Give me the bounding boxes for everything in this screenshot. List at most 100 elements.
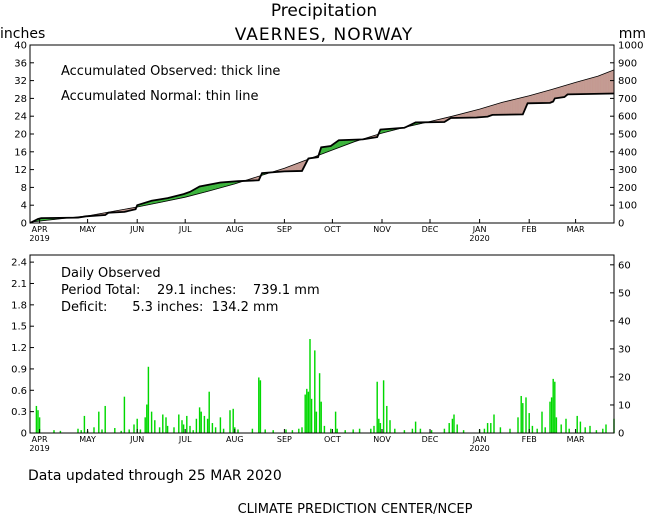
daily-bar	[173, 427, 175, 433]
y-tick-label: 0	[21, 219, 27, 230]
daily-bar	[589, 425, 591, 433]
daily-bar	[358, 428, 361, 433]
difference-fill-segment	[533, 93, 536, 104]
difference-fill-segment	[573, 82, 576, 95]
difference-fill-segment	[610, 70, 613, 94]
daily-bar	[323, 425, 326, 433]
daily-bar	[272, 430, 274, 433]
difference-fill-segment	[511, 99, 514, 115]
y-tick-label: 1.8	[11, 300, 27, 311]
daily-bar	[595, 430, 598, 433]
y-tick-label: 1.2	[11, 343, 27, 354]
daily-bar	[304, 394, 306, 433]
difference-fill-segment	[487, 105, 490, 117]
difference-fill-segment	[535, 93, 538, 104]
y-tick-label: 1.5	[11, 322, 27, 333]
difference-fill-segment	[588, 78, 591, 95]
daily-bar	[114, 428, 116, 433]
difference-fill-segment	[540, 91, 543, 104]
difference-fill-segment	[509, 99, 512, 115]
difference-fill-segment	[517, 97, 520, 115]
daily-bar	[336, 428, 338, 433]
daily-bar	[192, 430, 194, 433]
difference-fill-segment	[295, 163, 298, 172]
top-x-tick-label: JUN	[129, 225, 144, 234]
chart-title: Precipitation	[271, 1, 377, 21]
difference-fill-segment	[481, 107, 483, 118]
y-right-tick-label: 40	[618, 316, 631, 327]
y-right-tick-label: 10	[618, 400, 631, 411]
credit-line: CLIMATE PREDICTION CENTER/NCEP	[238, 502, 473, 517]
bottom-x-tick-label: JUL	[178, 435, 192, 444]
difference-fill-segment	[557, 86, 560, 99]
deficit-stat: Deficit: 5.3 inches: 134.2 mm	[61, 300, 278, 315]
bottom-year-label: 2020	[469, 444, 489, 453]
daily-bar	[394, 428, 396, 433]
daily-bar	[382, 380, 385, 433]
difference-fill-segment	[469, 110, 472, 118]
difference-fill-segment	[585, 79, 587, 95]
difference-fill-segment	[292, 164, 295, 172]
daily-bar	[38, 417, 41, 433]
y-right-tick-label: 0	[618, 219, 624, 230]
daily-bar	[200, 411, 202, 433]
daily-bar	[208, 391, 210, 433]
chart-subtitle: VAERNES, NORWAY	[235, 25, 414, 45]
daily-bar	[195, 418, 198, 433]
difference-fill-segment	[501, 101, 504, 115]
difference-fill-segment	[338, 139, 341, 148]
bottom-x-tick-label: OCT	[324, 435, 341, 444]
daily-bar	[334, 411, 337, 433]
daily-observed-title: Daily Observed	[61, 266, 161, 281]
y-right-tick-label: 0	[618, 429, 624, 440]
daily-bar	[453, 414, 455, 433]
y-right-tick-label: 200	[618, 183, 637, 194]
bottom-year-label: 2019	[29, 444, 49, 453]
period-total-stat: Period Total: 29.1 inches: 739.1 mm	[61, 283, 320, 298]
daily-bar	[162, 414, 164, 433]
top-x-tick-label: AUG	[226, 225, 244, 234]
top-x-tick-label: MAR	[567, 225, 585, 234]
daily-bar	[181, 420, 183, 433]
daily-bar	[520, 395, 522, 433]
difference-fill-segment	[589, 77, 592, 95]
daily-bar	[318, 373, 321, 433]
daily-bar	[133, 424, 135, 433]
difference-fill-segment	[569, 83, 571, 95]
bottom-x-tick-label: SEP	[277, 435, 292, 444]
daily-bar	[165, 417, 167, 433]
difference-fill-segment	[599, 74, 602, 94]
daily-bar	[136, 418, 138, 433]
top-year-label: 2020	[469, 234, 489, 243]
daily-bar	[120, 430, 122, 433]
y-right-tick-label: 500	[618, 130, 637, 141]
top-axes: 0481216202428323640010020030040050060070…	[14, 41, 643, 244]
daily-bar	[386, 405, 388, 433]
daily-bar	[486, 423, 489, 433]
difference-fill-segment	[543, 91, 546, 104]
daily-bar	[214, 427, 217, 433]
daily-bar	[541, 411, 543, 433]
daily-bar	[128, 429, 130, 433]
daily-bar	[144, 417, 146, 433]
y-right-tick-label: 300	[618, 165, 637, 176]
difference-fill-segment	[561, 85, 563, 98]
daily-bar	[443, 428, 446, 433]
difference-fill-segment	[340, 139, 343, 148]
difference-fill-segment	[490, 104, 493, 116]
difference-fill-segment	[602, 73, 605, 94]
legend-observed: Accumulated Observed: thick line	[61, 64, 280, 79]
y-tick-label: 12	[14, 165, 27, 176]
observed-accumulation-line	[29, 92, 615, 224]
bottom-x-tick-label: AUG	[226, 435, 244, 444]
difference-fill-segment	[484, 106, 487, 118]
top-x-tick-label: SEP	[277, 225, 292, 234]
y-tick-label: 40	[14, 41, 27, 52]
daily-bar	[576, 415, 578, 433]
difference-fill-segment	[609, 70, 611, 94]
difference-fill-segment	[583, 79, 586, 95]
difference-fill-segment	[601, 73, 603, 94]
daily-bar	[389, 420, 391, 433]
y-tick-label: 0.6	[11, 386, 27, 397]
difference-fill-segment	[298, 161, 301, 172]
